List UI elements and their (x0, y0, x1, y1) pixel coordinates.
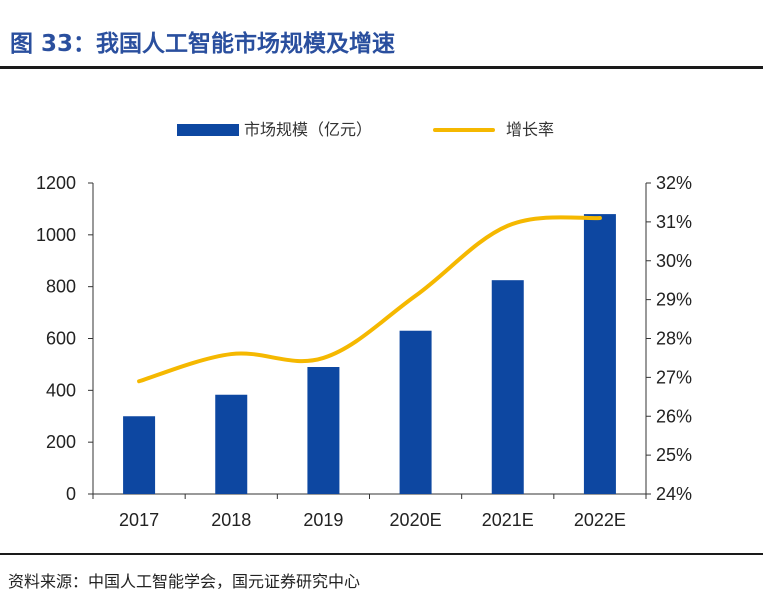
right-tick-label: 28% (656, 329, 692, 349)
x-tick-label: 2020E (390, 510, 442, 530)
bar (491, 280, 524, 494)
growth-rate-line (137, 215, 602, 384)
right-tick-label: 29% (656, 290, 692, 310)
source-note: 资料来源：中国人工智能学会，国元证券研究中心 (8, 572, 361, 591)
bar (583, 214, 616, 494)
top-divider (0, 66, 763, 69)
left-tick-label: 200 (46, 432, 76, 452)
legend-line-label: 增长率 (506, 120, 555, 139)
right-tick-label: 30% (656, 251, 692, 271)
left-tick-label: 600 (46, 329, 76, 349)
left-tick-label: 800 (46, 277, 76, 297)
right-tick-label: 24% (656, 484, 692, 504)
right-tick-label: 27% (656, 367, 692, 387)
left-tick-label: 0 (66, 484, 76, 504)
bar (123, 416, 156, 494)
x-tick-label: 2021E (482, 510, 534, 530)
x-tick-label: 2022E (574, 510, 626, 530)
left-tick-label: 1000 (36, 225, 76, 245)
bottom-divider (0, 553, 763, 555)
legend-bar-swatch (177, 124, 239, 136)
x-tick-label: 2017 (119, 510, 159, 530)
bar (399, 330, 432, 494)
bar (215, 394, 248, 494)
legend-line-swatch (433, 128, 495, 132)
left-tick-label: 400 (46, 380, 76, 400)
right-tick-label: 32% (656, 173, 692, 193)
bar (307, 367, 340, 494)
figure-title: 图 33：我国人工智能市场规模及增速 (10, 31, 396, 57)
right-tick-label: 31% (656, 212, 692, 232)
x-tick-label: 2019 (303, 510, 343, 530)
right-tick-label: 25% (656, 445, 692, 465)
x-tick-label: 2018 (211, 510, 251, 530)
right-tick-label: 26% (656, 406, 692, 426)
left-tick-label: 1200 (36, 173, 76, 193)
legend-bar-label: 市场规模（亿元） (244, 120, 373, 139)
